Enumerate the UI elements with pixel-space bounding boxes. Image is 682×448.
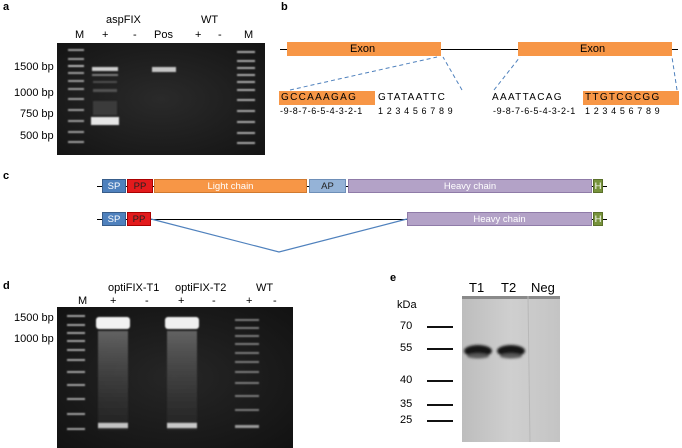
exon-label-right: Exon [580,43,606,55]
western-marker-35: 35 [400,398,413,410]
domain-heavy-chain-row1: Heavy chain [348,179,592,193]
gel-a-marker-500: 500 bp [20,130,54,142]
domain-h-row1: H [593,179,603,193]
exon-label-left: Exon [350,43,376,55]
gel-a-marker-1500: 1500 bp [14,61,54,73]
domain-ap: AP [309,179,346,193]
seq-left-exon-highlight [279,91,375,105]
intron-line [280,49,678,50]
seq-left-intron: GTATAATTC [378,92,447,103]
gel-a-lane-plus2: + [195,29,202,41]
gel-d-lane-wt-minus: - [273,295,277,307]
domain-pp-row2: PP [127,212,151,226]
nums-right-pos: 1 2 3 4 5 6 7 8 9 [585,106,661,116]
western-marker-70: 70 [400,320,413,332]
gel-d-lane-t2-minus: - [212,295,216,307]
gel-a-group-wt: WT [201,14,219,26]
gel-d-group-t1: optiFIX-T1 [108,282,160,294]
gel-d-lane-t1-plus: + [110,295,117,307]
exon-box-right [518,42,672,56]
gel-a-lane-minus1: - [133,29,137,41]
gel-d-lane-t2-plus: + [178,295,185,307]
western-lane-t2: T2 [501,280,517,295]
gel-a-lane-minus2: - [218,29,222,41]
domain-heavy-chain-row2: Heavy chain [407,212,592,226]
panel-a-label: a [3,1,10,13]
seq-right-intron: AAATTACAG [492,92,563,103]
western-unit: kDa [397,299,417,311]
western-marker-55: 55 [400,342,413,354]
gel-a-marker-750: 750 bp [20,108,54,120]
gel-d-marker-1500: 1500 bp [14,312,54,324]
western-marker-25: 25 [400,414,413,426]
gel-a-lane-m1: M [75,29,85,41]
gel-d-lane-m: M [78,295,88,307]
gel-d-group-wt: WT [256,282,274,294]
western-marker-tick-70 [427,326,453,328]
seq-right-exon-highlight [583,91,679,105]
domain-pp-row1: PP [127,179,153,193]
panel-b-label: b [281,1,288,13]
nums-right-neg: -9-8-7-6-5-4-3-2-1 [493,106,576,116]
panel-d-label: d [3,280,10,292]
western-lane-neg: Neg [531,280,555,295]
gel-d-group-t2: optiFIX-T2 [175,282,227,294]
western-marker-tick-40 [427,380,453,382]
domain-h-row2: H [593,212,603,226]
nums-left-pos: 1 2 3 4 5 6 7 8 9 [378,106,454,116]
gel-a-lane-plus1: + [102,29,109,41]
gel-d-lane-t1-minus: - [145,295,149,307]
gel-a-lane-m2: M [244,29,254,41]
western-marker-40: 40 [400,374,413,386]
gel-image-a [57,43,265,155]
panel-e-label: e [390,272,397,284]
domain-sp-row1: SP [102,179,126,193]
western-marker-tick-35 [427,404,453,406]
gel-d-lane-wt-plus: + [246,295,253,307]
domain-sp-row2: SP [102,212,126,226]
gel-a-bands [57,43,265,155]
gel-a-group-aspfix: aspFIX [106,14,141,26]
western-blot-image [462,296,560,442]
western-bands [462,296,560,442]
nums-left-neg: -9-8-7-6-5-4-3-2-1 [280,106,363,116]
gel-d-marker-1000: 1000 bp [14,333,54,345]
gel-a-lane-pos: Pos [154,29,173,41]
exon-box-left [287,42,441,56]
gel-d-bands [57,307,293,448]
western-lane-t1: T1 [469,280,485,295]
gel-image-d [57,307,293,448]
gel-a-marker-1000: 1000 bp [14,87,54,99]
panel-c-label: c [3,170,10,182]
domain-light-chain: Light chain [154,179,307,193]
seq-left-exon: GCCAAAGAG [281,92,358,103]
western-marker-tick-25 [427,420,453,422]
seq-right-exon: TTGTCGCGG [585,92,661,103]
western-marker-tick-55 [427,348,453,350]
